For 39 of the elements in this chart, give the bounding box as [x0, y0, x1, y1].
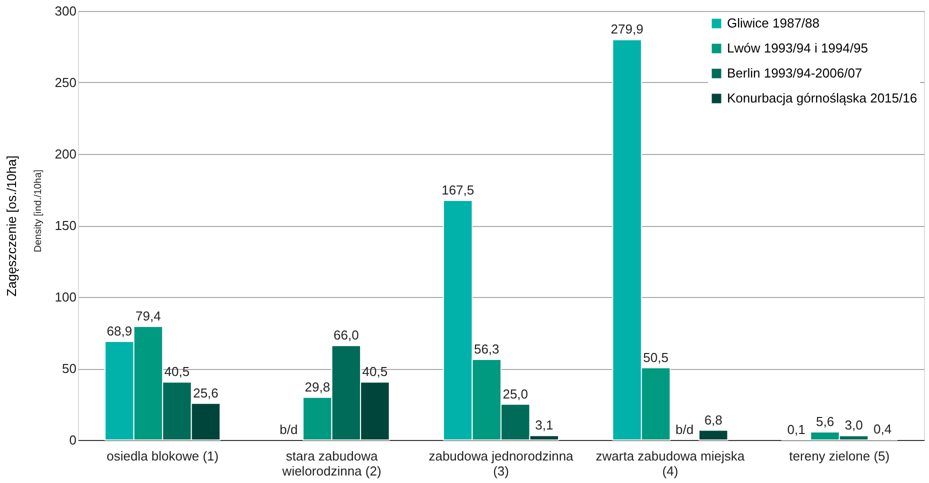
data-label: 29,8 — [304, 379, 330, 394]
data-label: 5,6 — [816, 414, 834, 429]
data-label: 25,6 — [193, 385, 218, 400]
data-label: 50,5 — [643, 350, 668, 365]
y-tick-label: 100 — [54, 290, 76, 304]
text: b/d — [676, 422, 694, 437]
y-tick-label: 200 — [54, 146, 76, 162]
data-label: 279,9 — [610, 22, 644, 37]
y-axis-title: Zagęszczenie [os./10ha] — [4, 156, 19, 296]
legend-label: Gliwice 1987/88 — [727, 16, 820, 30]
data-label: 40,5 — [362, 364, 388, 380]
data-label: 167,5 — [442, 182, 474, 198]
data-label: 3,0 — [844, 418, 863, 433]
x-tick-label: tereny zielone (5) — [789, 448, 890, 464]
data-label: 68,9 — [106, 323, 132, 338]
y-tick-label: 150 — [54, 218, 76, 233]
data-label: 66,0 — [334, 328, 359, 343]
text: b/d — [280, 422, 298, 437]
data-label: 3,1 — [535, 418, 554, 433]
text: Density [ind./10ha] — [33, 169, 44, 252]
x-tick-label: osiedla blokowe (1) — [106, 448, 219, 464]
bar — [698, 430, 728, 440]
x-tick-label: zabudowa jednorodzinna (3) — [428, 448, 574, 478]
data-label: 25,0 — [502, 386, 528, 402]
y-tick-label: 300 — [54, 4, 76, 18]
legend-label: Berlin 1993/94-2006/07 — [727, 66, 862, 80]
data-label: 0,4 — [874, 421, 892, 436]
data-label: 6,8 — [704, 412, 722, 428]
y-tick-label: 250 — [54, 75, 76, 90]
y-tick-label: 0 — [69, 432, 76, 448]
data-label: 0,1 — [787, 422, 806, 437]
legend-label: Lwów 1993/94 i 1994/95 — [727, 40, 868, 56]
data-label: 79,4 — [136, 308, 161, 324]
x-tick-label: stara zabudowa wielorodzinna (2) — [281, 448, 382, 478]
y-tick-label: 50 — [62, 361, 76, 376]
legend-label: Konurbacja górnośląska 2015/16 — [727, 90, 918, 106]
x-tick-label: zwarta zabudowa miejska (4) — [596, 448, 746, 478]
data-label: 56,3 — [474, 341, 500, 356]
data-label: 40,5 — [164, 364, 190, 380]
